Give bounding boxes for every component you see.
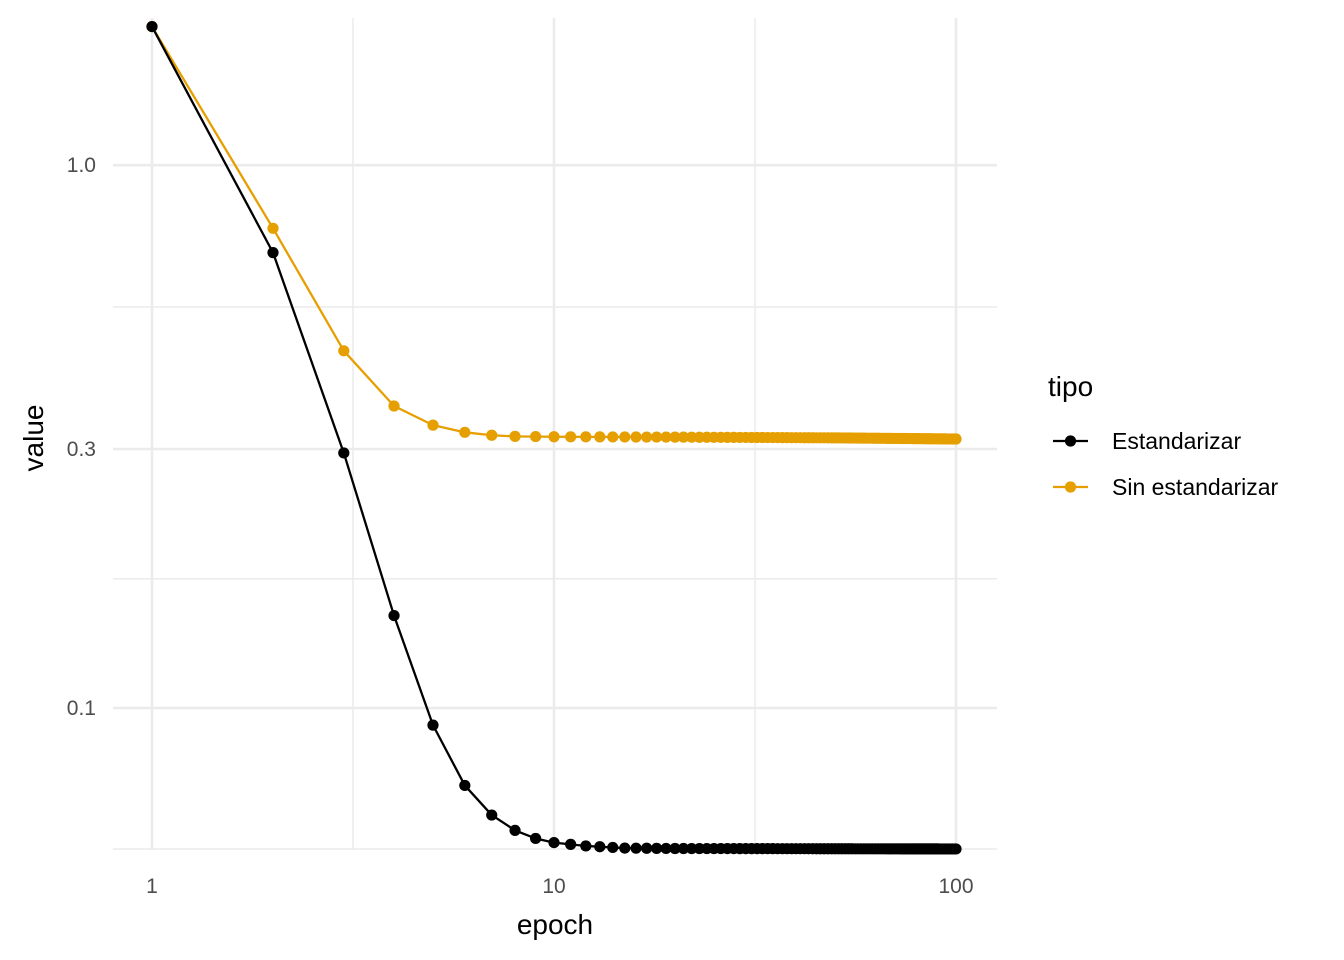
data-point-sin-estandarizar xyxy=(580,431,592,443)
data-point-estandarizar xyxy=(267,247,279,259)
data-point-estandarizar xyxy=(338,447,350,459)
legend: tipo Estandarizar Sin estandarizar xyxy=(1048,371,1279,500)
data-point-sin-estandarizar xyxy=(619,431,631,443)
data-point-sin-estandarizar xyxy=(486,429,498,441)
legend-label: Estandarizar xyxy=(1112,428,1241,454)
data-point-sin-estandarizar xyxy=(594,431,606,443)
data-point-estandarizar xyxy=(641,842,653,854)
data-point-sin-estandarizar xyxy=(686,431,698,443)
data-point-sin-estandarizar xyxy=(509,430,521,442)
data-point-estandarizar xyxy=(580,840,592,852)
data-point-estandarizar xyxy=(565,838,577,850)
data-point-estandarizar xyxy=(950,843,962,855)
data-point-estandarizar xyxy=(509,824,521,837)
legend-item-estandarizar: Estandarizar xyxy=(1053,428,1241,454)
data-point-sin-estandarizar xyxy=(607,431,619,443)
data-point-estandarizar xyxy=(651,842,663,854)
legend-label: Sin estandarizar xyxy=(1112,474,1279,500)
y-tick-label: 0.3 xyxy=(67,438,96,461)
data-point-sin-estandarizar xyxy=(267,222,279,234)
data-point-estandarizar xyxy=(427,719,439,731)
legend-key-point xyxy=(1064,481,1077,493)
data-point-estandarizar xyxy=(607,841,619,854)
data-point-estandarizar xyxy=(486,809,498,821)
data-point-estandarizar xyxy=(669,842,681,855)
data-point-estandarizar xyxy=(146,20,158,33)
data-point-estandarizar xyxy=(459,779,471,792)
y-tick-labels: 0.1 0.3 1.0 xyxy=(67,154,96,720)
legend-key-point xyxy=(1064,435,1077,447)
data-point-sin-estandarizar xyxy=(530,430,542,443)
data-point-sin-estandarizar xyxy=(565,431,577,443)
data-point-estandarizar xyxy=(660,842,672,855)
data-point-sin-estandarizar xyxy=(388,400,400,412)
data-point-sin-estandarizar xyxy=(459,426,471,438)
x-axis-title: epoch xyxy=(517,909,593,940)
series-points xyxy=(146,20,962,855)
data-point-estandarizar xyxy=(686,842,698,855)
data-point-sin-estandarizar xyxy=(427,419,439,431)
legend-item-sin-estandarizar: Sin estandarizar xyxy=(1053,474,1279,500)
data-point-sin-estandarizar xyxy=(338,345,350,357)
y-tick-label: 0.1 xyxy=(67,697,96,720)
data-point-estandarizar xyxy=(388,609,400,622)
data-point-estandarizar xyxy=(677,842,690,855)
data-point-estandarizar xyxy=(594,841,606,853)
legend-title: tipo xyxy=(1048,371,1093,402)
data-point-sin-estandarizar xyxy=(641,431,653,443)
data-point-sin-estandarizar xyxy=(548,431,560,443)
data-point-sin-estandarizar xyxy=(950,433,962,445)
data-point-sin-estandarizar xyxy=(630,431,642,443)
y-axis-title: value xyxy=(18,405,49,472)
data-point-sin-estandarizar xyxy=(677,431,690,443)
x-tick-labels: 1 10 100 xyxy=(146,875,973,898)
data-point-estandarizar xyxy=(548,837,560,849)
x-tick-label: 1 xyxy=(146,875,158,898)
data-point-sin-estandarizar xyxy=(660,431,672,443)
data-point-sin-estandarizar xyxy=(669,431,681,443)
y-tick-label: 1.0 xyxy=(67,154,96,177)
x-tick-label: 100 xyxy=(938,875,973,898)
data-point-estandarizar xyxy=(530,832,542,845)
data-point-estandarizar xyxy=(619,842,631,854)
x-tick-label: 10 xyxy=(542,875,565,898)
data-point-estandarizar xyxy=(630,842,642,854)
data-point-sin-estandarizar xyxy=(651,431,663,443)
